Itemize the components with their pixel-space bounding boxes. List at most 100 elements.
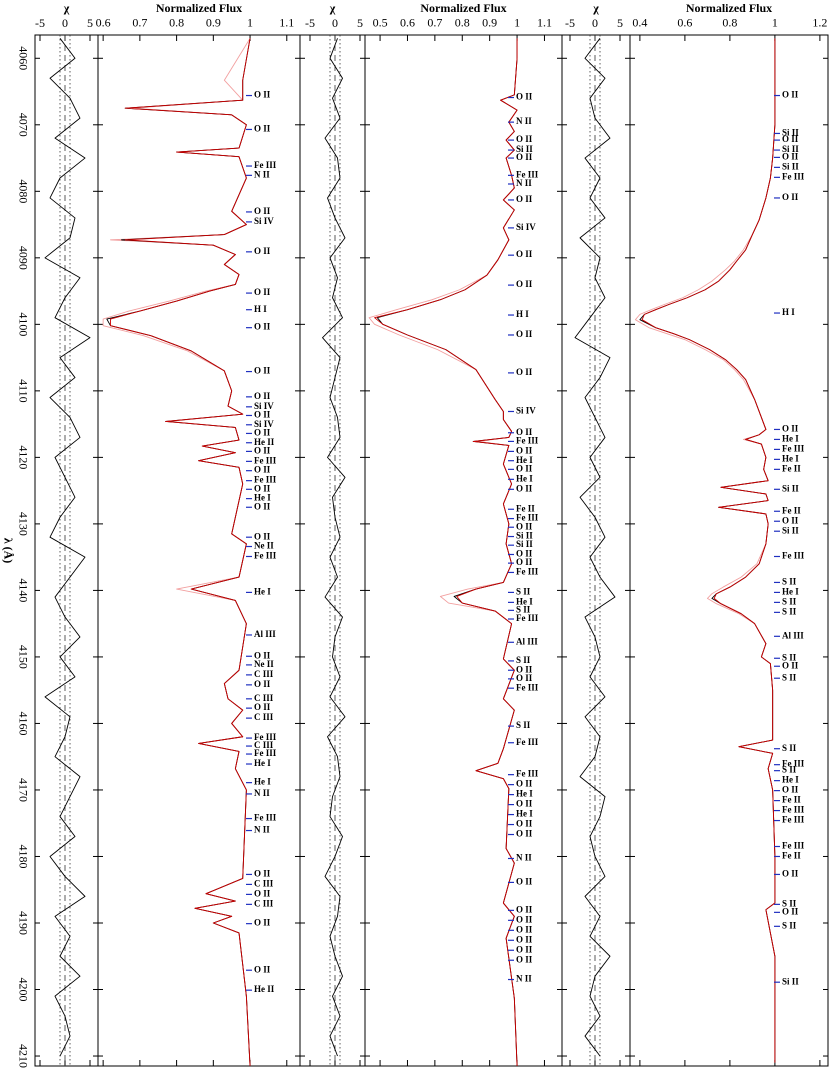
y-tick-label: -5 xyxy=(305,16,315,30)
y-tick-label: 0.8 xyxy=(455,16,470,30)
x-tick-label: 4070 xyxy=(16,113,30,137)
line-id-label: Fe III xyxy=(782,171,805,181)
line-id-label: H I xyxy=(254,304,267,314)
line-id-label: O II xyxy=(254,391,271,401)
y-tick-label: 0.6 xyxy=(677,16,692,30)
line-id-label: O II xyxy=(516,819,533,829)
line-id-label: He I xyxy=(782,775,799,785)
line-id-label: O II xyxy=(516,944,533,954)
line-id-label: Si II xyxy=(782,976,799,986)
x-tick-label: 4080 xyxy=(16,179,30,203)
y-axis-label: Normalized Flux xyxy=(156,1,242,15)
line-id-label: Al III xyxy=(516,636,538,646)
line-id-label: S II xyxy=(782,743,797,753)
line-id-label: Fe III xyxy=(516,435,539,445)
line-id-label: C III xyxy=(254,898,274,908)
line-id-label: Fe III xyxy=(254,475,277,485)
line-id-label: O II xyxy=(516,954,533,964)
line-id-label: Fe III xyxy=(782,815,805,825)
line-id-label: O II xyxy=(782,515,799,525)
line-id-label: O II xyxy=(782,90,799,100)
spectrum-line xyxy=(374,38,518,1067)
line-id-label: Si II xyxy=(782,483,799,493)
line-id-label: He I xyxy=(782,453,799,463)
line-id-label: O II xyxy=(516,329,533,339)
line-id-label: Fe II xyxy=(516,503,535,513)
line-id-label: O II xyxy=(254,322,271,332)
line-id-label: N II xyxy=(516,116,532,126)
y-tick-label: 1 xyxy=(772,16,778,30)
line-id-label: O II xyxy=(254,964,271,974)
line-id-label: O II xyxy=(782,906,799,916)
line-id-label: O II xyxy=(254,206,271,216)
y-tick-label: 5 xyxy=(617,16,623,30)
line-id-label: O II xyxy=(516,876,533,886)
line-id-label: O II xyxy=(516,934,533,944)
line-id-label: Al III xyxy=(782,630,804,640)
line-id-label: S II xyxy=(516,655,531,665)
y-axis-label: χ xyxy=(329,1,336,15)
line-id-label: He I xyxy=(782,433,799,443)
y-tick-label: 0 xyxy=(332,16,338,30)
line-id-label: S II xyxy=(516,586,531,596)
spectrum-line xyxy=(106,38,251,1067)
line-id-label: He I xyxy=(516,596,533,606)
line-id-label: O II xyxy=(516,549,533,559)
line-id-label: Fe III xyxy=(516,513,539,523)
spectrum-line xyxy=(44,38,91,1057)
line-id-label: Si II xyxy=(516,531,533,541)
line-id-label: Fe III xyxy=(516,613,539,623)
x-tick-label: 4170 xyxy=(16,778,30,802)
line-id-label: N II xyxy=(254,825,270,835)
line-id-label: O II xyxy=(254,90,271,100)
line-id-label: N II xyxy=(254,788,270,798)
y-tick-label: 0.6 xyxy=(96,16,111,30)
line-id-label: Si IV xyxy=(254,216,274,226)
line-id-label: Si II xyxy=(516,144,533,154)
x-tick-label: 4190 xyxy=(16,911,30,935)
line-id-label: Fe III xyxy=(782,551,805,561)
y-tick-label: 0.8 xyxy=(722,16,737,30)
x-tick-label: 4110 xyxy=(16,379,30,403)
line-id-label: O II xyxy=(516,463,533,473)
line-id-label: Si IV xyxy=(254,419,274,429)
x-tick-label: 4100 xyxy=(16,312,30,336)
line-id-label: O II xyxy=(516,134,533,144)
line-id-label: O II xyxy=(254,445,271,455)
line-id-label: S II xyxy=(516,604,531,614)
line-id-label: C III xyxy=(254,693,274,703)
line-id-label: O II xyxy=(254,246,271,256)
line-id-label: S II xyxy=(782,920,797,930)
line-id-label: He I xyxy=(516,789,533,799)
x-tick-label: 4090 xyxy=(16,246,30,270)
line-id-label: Fe III xyxy=(254,732,277,742)
line-id-label: He I xyxy=(516,809,533,819)
line-id-label: S II xyxy=(782,606,797,616)
line-id-label: O II xyxy=(254,465,271,475)
line-id-label: O II xyxy=(254,888,271,898)
line-id-label: O II xyxy=(782,785,799,795)
line-id-label: S II xyxy=(782,765,797,775)
y-tick-label: 0 xyxy=(62,16,68,30)
x-tick-label: 4130 xyxy=(16,512,30,536)
line-id-label: Si IV xyxy=(516,222,536,232)
y-tick-label: 0.4 xyxy=(632,16,647,30)
line-id-label: O II xyxy=(254,650,271,660)
line-id-label: He I xyxy=(516,455,533,465)
line-id-label: He I xyxy=(254,777,271,787)
line-id-label: O II xyxy=(254,124,271,134)
line-id-label: S II xyxy=(782,672,797,682)
line-id-label: O II xyxy=(254,287,271,297)
line-id-label: S II xyxy=(782,596,797,606)
line-id-label: O II xyxy=(516,914,533,924)
line-id-label: N II xyxy=(254,169,270,179)
line-id-label: He II xyxy=(254,984,275,994)
x-tick-label: 4140 xyxy=(16,578,30,602)
spectrum-line xyxy=(376,38,518,1067)
line-id-label: O II xyxy=(782,660,799,670)
line-id-label: O II xyxy=(254,483,271,493)
y-axis-label: χ xyxy=(592,1,599,15)
y-tick-label: 0 xyxy=(592,16,598,30)
line-id-label: O II xyxy=(516,92,533,102)
